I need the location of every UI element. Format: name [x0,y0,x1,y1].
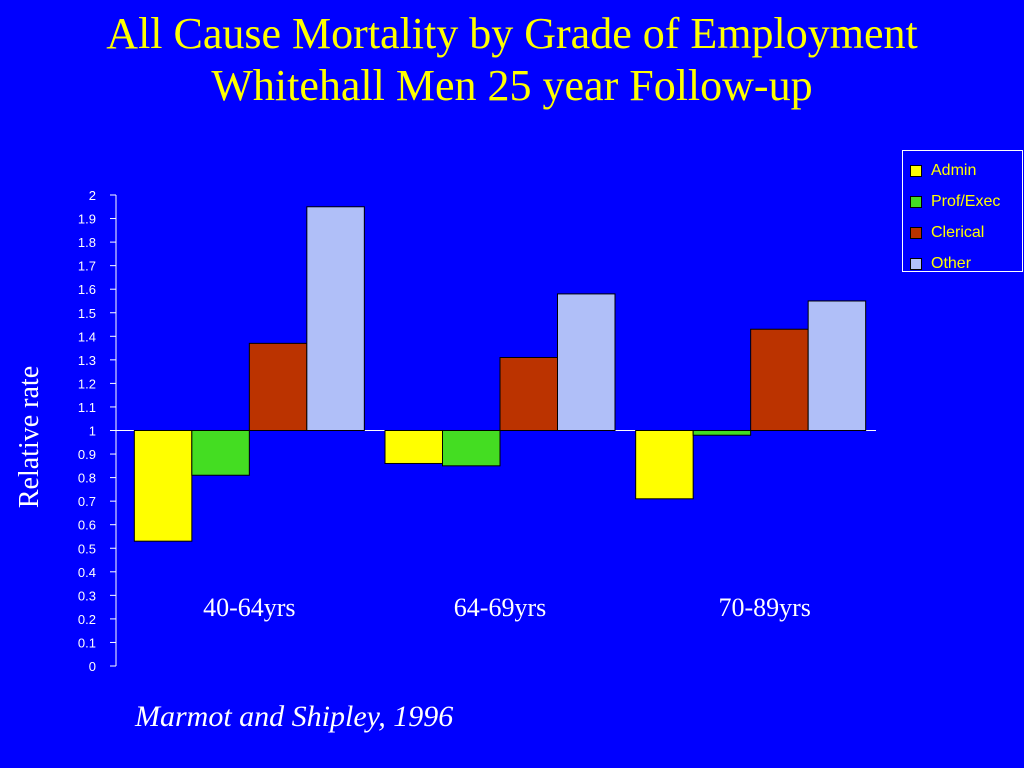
category-label: 70-89yrs [718,593,810,622]
legend-item-prof-exec: Prof/Exec [903,186,1022,217]
bar-clerical-1 [248,342,308,431]
bar-other-2 [557,293,616,431]
y-tick-label: 1.2 [78,376,96,391]
legend-swatch-other [910,257,922,270]
legend-item-clerical: Clerical [903,217,1022,248]
bar-prof-exec-1 [191,430,250,476]
bar-other-3 [807,300,867,431]
y-tick-label: 1.7 [78,259,96,274]
legend-swatch-admin [910,164,922,177]
y-tick-label: 0.6 [78,518,96,533]
bar-admin-1 [133,430,193,542]
y-tick-label: 1.6 [78,282,96,297]
bar-prof-exec-3 [692,430,752,436]
legend-swatch-clerical [910,226,922,239]
category-label: 40-64yrs [203,593,295,622]
category-label: 64-69yrs [454,593,546,622]
y-tick-label: 1.4 [78,329,96,344]
y-tick-label: 0.4 [78,565,96,580]
bar-prof-exec-2 [442,430,501,467]
legend-label-prof-exec: Prof/Exec [931,192,1001,210]
y-tick-label: 0.7 [78,494,96,509]
bar-clerical-2 [499,356,558,431]
y-tick-label: 0.5 [78,541,96,556]
legend: Admin Prof/Exec Clerical Other [902,150,1023,272]
y-tick-label: 0.2 [78,612,96,627]
legend-item-admin: Admin [903,155,1022,186]
legend-label-clerical: Clerical [931,223,985,241]
legend-label-other: Other [931,254,972,272]
legend-label-admin: Admin [931,161,977,179]
bar-clerical-3 [750,328,809,431]
y-tick-label: 1.5 [78,306,96,321]
y-tick-label: 1.8 [78,235,96,250]
y-tick-label: 1.9 [78,212,96,227]
y-tick-label: 1.3 [78,353,96,368]
y-tick-label: 2 [89,188,96,203]
bar-admin-3 [635,430,694,500]
title-line-1: All Cause Mortality by Grade of Employme… [106,9,918,58]
y-tick-label: 0 [89,659,96,674]
y-tick-label: 1.1 [78,400,96,415]
y-tick-label: 0.1 [78,635,96,650]
source-citation: Marmot and Shipley, 1996 [135,700,454,733]
bar-other-1 [306,206,365,431]
y-tick-label: 0.8 [78,471,96,486]
y-tick-label: 0.3 [78,588,96,603]
legend-swatch-prof-exec [910,195,922,208]
legend-item-other: Other [903,248,1022,279]
bar-admin-2 [384,430,443,464]
y-tick-label: 0.9 [78,447,96,462]
y-tick-label: 1 [89,424,96,439]
chart-title: All Cause Mortality by Grade of Employme… [0,8,1024,112]
title-line-2: Whitehall Men 25 year Follow-up [211,61,813,110]
